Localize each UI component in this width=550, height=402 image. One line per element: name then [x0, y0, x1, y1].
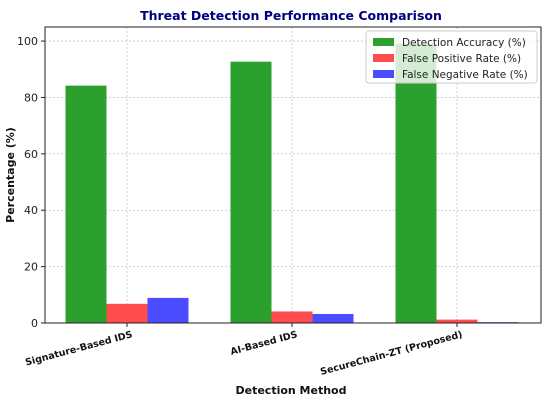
- y-tick-label: 20: [24, 261, 38, 274]
- bar-1-2: [230, 61, 272, 323]
- bar-1-1: [65, 85, 107, 323]
- bar-2-1: [106, 303, 148, 323]
- legend: Detection Accuracy (%) False Positive Rat…: [365, 30, 538, 84]
- legend-swatch: [373, 38, 394, 46]
- y-tick-label: 40: [24, 204, 38, 217]
- bar-2-3: [436, 319, 478, 323]
- bar-1-3: [395, 43, 437, 323]
- legend-label: False Negative Rate (%): [402, 69, 528, 81]
- y-tick-label: 60: [24, 148, 38, 161]
- y-tick-label: 80: [24, 91, 38, 104]
- bar-2-2: [271, 311, 313, 323]
- legend-swatch: [373, 70, 394, 78]
- y-tick-label: 0: [31, 317, 38, 330]
- x-tick-label: AI-Based IDS: [229, 329, 299, 358]
- bar-3-2: [312, 313, 354, 323]
- legend-swatch: [373, 54, 394, 62]
- chart-title: Threat Detection Performance Comparison: [140, 8, 442, 23]
- x-axis-label: Detection Method: [235, 384, 346, 397]
- bars-group: [65, 43, 519, 323]
- legend-box: [365, 30, 538, 84]
- y-axis-label: Percentage (%): [4, 127, 17, 223]
- legend-label: False Positive Rate (%): [402, 53, 521, 65]
- x-tick-label: Signature-Based IDS: [24, 329, 134, 368]
- plot-frame: [44, 26, 542, 324]
- y-axis-ticks: 0 20 40 60 80 100: [17, 35, 45, 330]
- x-tick-label: SecureChain-ZT (Proposed): [319, 329, 464, 378]
- legend-label: Detection Accuracy (%): [402, 37, 526, 49]
- y-tick-label: 100: [17, 35, 38, 48]
- bar-3-1: [147, 297, 189, 323]
- x-axis-ticks: Signature-Based IDS AI-Based IDS SecureCha…: [24, 323, 464, 378]
